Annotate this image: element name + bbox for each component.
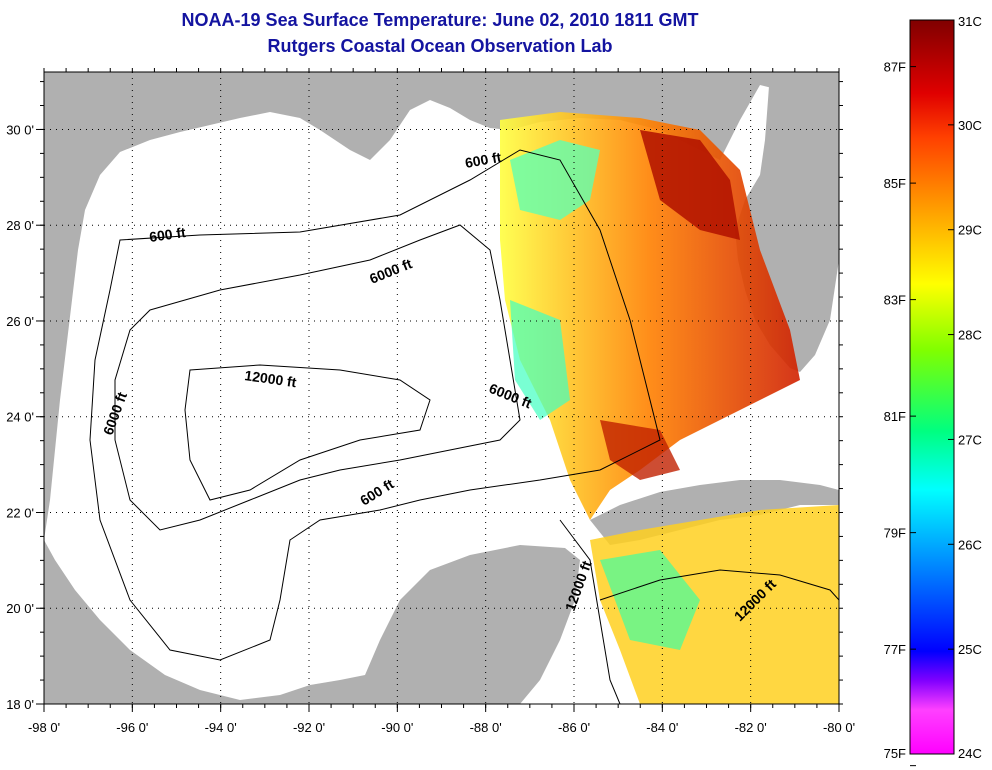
contour-label: 600 ft (464, 149, 503, 171)
lon-tick-label: -92 0' (293, 720, 325, 735)
contour-6000ft-east (559, 519, 621, 704)
colorbar-f-label: 81F (884, 409, 906, 424)
lat-tick-label: 22 0' (6, 505, 34, 520)
land-usa (44, 72, 839, 540)
colorbar-c-label: 28C (958, 328, 982, 343)
graticule (44, 72, 839, 704)
sst-cool-patch-west (510, 300, 570, 420)
lon-tick-label: -94 0' (205, 720, 237, 735)
axis-ticks: -98 0' -96 0' -94 0' -92 0' -90 0' -88 0' -86 … (6, 68, 855, 735)
colorbar-c-label: 30C (958, 118, 982, 133)
lon-tick-label: -90 0' (381, 720, 413, 735)
colorbar-scale (909, 19, 955, 755)
lat-tick-label: 30 0' (6, 122, 34, 137)
colorbar-c-label: 24C (958, 746, 982, 761)
lon-tick-label: -88 0' (470, 720, 502, 735)
lat-tick-label: 28 0' (6, 218, 34, 233)
lat-tick-label: 26 0' (6, 314, 34, 329)
sst-cool-patch-south (600, 550, 700, 650)
map-subtitle: Rutgers Coastal Ocean Observation Lab (267, 36, 613, 56)
colorbar-c-label: 25C (958, 642, 982, 657)
lon-tick-label: -84 0' (646, 720, 678, 735)
colorbar-f-label: 85F (884, 176, 906, 191)
colorbar-c-label: 26C (958, 537, 982, 552)
contour-12000ft (184, 364, 431, 501)
contour-label: 600 ft (148, 224, 187, 245)
land-mexico (44, 540, 580, 704)
lon-tick-label: -86 0' (558, 720, 590, 735)
lon-tick-label: -96 0' (116, 720, 148, 735)
lon-tick-label: -80 0' (823, 720, 855, 735)
sst-cool-patch-north (510, 140, 600, 220)
contour-6000ft (114, 224, 521, 531)
lon-tick-label: -98 0' (28, 720, 60, 735)
colorbar-f-label: 83F (884, 293, 906, 308)
lat-tick-label: 18 0' (6, 697, 34, 712)
colorbar-f-label: 75F (884, 746, 906, 761)
colorbar-c-label: 31C (958, 14, 982, 29)
lon-tick-label: -82 0' (735, 720, 767, 735)
map-title: NOAA-19 Sea Surface Temperature: June 02… (181, 10, 699, 30)
sst-hot-patch (640, 130, 740, 240)
lat-tick-label: 24 0' (6, 410, 34, 425)
colorbar-f-label: 79F (884, 526, 906, 541)
colorbar: 31C 30C 29C 28C 27C 26C 25C 24C 87F 85F 83F 81F 79F 7… (884, 14, 982, 767)
colorbar-f-label: 87F (884, 60, 906, 75)
colorbar-f-label: 77F (884, 642, 906, 657)
colorbar-c-label: 27C (958, 432, 982, 447)
colorbar-c-label: 29C (958, 223, 982, 238)
contour-12000ft-east (599, 569, 839, 601)
lat-tick-label: 20 0' (6, 601, 34, 616)
contour-600ft (89, 149, 661, 661)
contour-label: 12000 ft (244, 367, 298, 390)
